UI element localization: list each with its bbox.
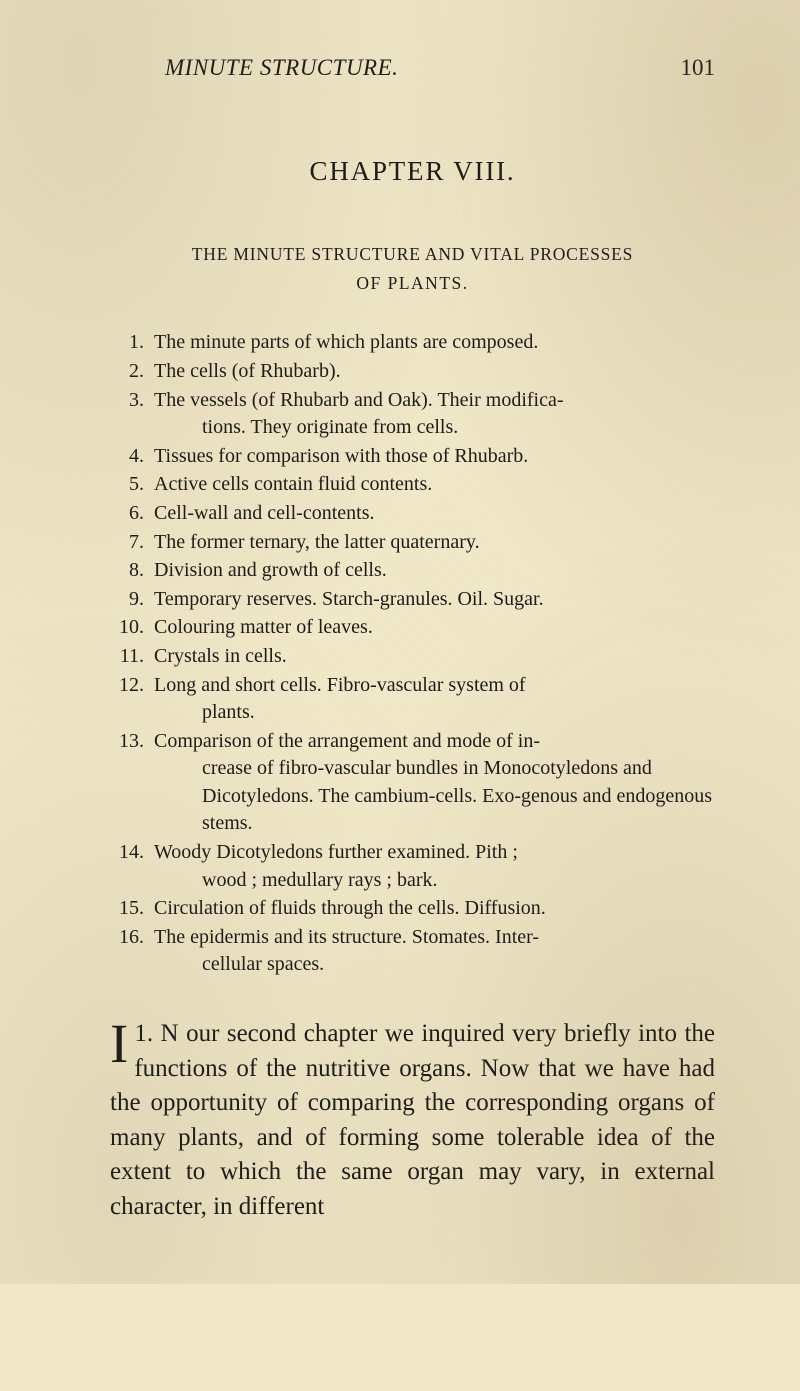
dropcap: I (110, 1021, 128, 1068)
list-item-number: 14. (110, 839, 144, 894)
list-item-text: Colouring matter of leaves. (154, 614, 715, 642)
list-item-number: 7. (110, 529, 144, 557)
list-item-text: Cell-wall and cell-contents. (154, 500, 715, 528)
list-item-number: 3. (110, 387, 144, 442)
list-item-text: The former ternary, the latter quaternar… (154, 529, 715, 557)
paragraph-number: 1. (134, 1020, 153, 1047)
body-paragraph: 1. I N our second chapter we inquired ver… (110, 1017, 715, 1224)
list-item-continuation: plants. (154, 699, 715, 727)
list-item: 13. Comparison of the arrangement and mod… (110, 728, 715, 838)
list-item: 11. Crystals in cells. (110, 643, 715, 671)
list-item: 12. Long and short cells. Fibro-vascular … (110, 672, 715, 727)
list-item-text: The cells (of Rhubarb). (154, 358, 715, 386)
list-item-text: Comparison of the arrangement and mode o… (154, 728, 715, 838)
list-item-number: 1. (110, 329, 144, 357)
list-item-text: Woody Dicotyledons further examined. Pit… (154, 839, 715, 894)
list-item-number: 13. (110, 728, 144, 838)
page-number: 101 (681, 55, 716, 81)
list-item-continuation: wood ; medullary rays ; bark. (154, 867, 715, 895)
list-item-number: 12. (110, 672, 144, 727)
list-item: 1. The minute parts of which plants are c… (110, 329, 715, 357)
page-container: MINUTE STRUCTURE. 101 CHAPTER VIII. THE … (0, 0, 800, 1284)
list-item: 3.The vessels (of Rhubarb and Oak). Thei… (110, 387, 715, 442)
list-item-number: 8. (110, 557, 144, 585)
list-item-text: Active cells contain fluid contents. (154, 471, 715, 499)
list-item: 4. Tissues for comparison with those of R… (110, 443, 715, 471)
list-item-number: 9. (110, 586, 144, 614)
list-item-number: 6. (110, 500, 144, 528)
subtitle-line-1: THE MINUTE STRUCTURE AND VITAL PROCESSES (110, 242, 715, 267)
list-item-text: The minute parts of which plants are com… (154, 329, 715, 357)
list-item-text: Temporary reserves. Starch-granules. Oil… (154, 586, 715, 614)
list-item-number: 11. (110, 643, 144, 671)
list-item: 5. Active cells contain fluid contents. (110, 471, 715, 499)
list-item: 14. Woody Dicotyledons further examined. … (110, 839, 715, 894)
list-item-number: 15. (110, 895, 144, 923)
list-item-number: 10. (110, 614, 144, 642)
list-item: 10. Colouring matter of leaves. (110, 614, 715, 642)
contents-list: 1. The minute parts of which plants are c… (110, 329, 715, 979)
list-item-text: Long and short cells. Fibro-vascular sys… (154, 672, 715, 727)
list-item-text: Tissues for comparison with those of Rhu… (154, 443, 715, 471)
list-item-text: Division and growth of cells. (154, 557, 715, 585)
list-item: 9. Temporary reserves. Starch-granules. O… (110, 586, 715, 614)
list-item: 7. The former ternary, the latter quatern… (110, 529, 715, 557)
list-item-text: Crystals in cells. (154, 643, 715, 671)
list-item-continuation: tions. They originate from cells. (154, 414, 715, 442)
list-item: 8. Division and growth of cells. (110, 557, 715, 585)
list-item-number: 4. (110, 443, 144, 471)
subtitle-line-2: OF PLANTS. (110, 273, 715, 294)
list-item-text: Circulation of fluids through the cells.… (154, 895, 715, 923)
list-item-number: 16. (110, 924, 144, 979)
list-item-text: The vessels (of Rhubarb and Oak). Their … (154, 387, 715, 442)
chapter-title: CHAPTER VIII. (110, 156, 715, 187)
list-item-continuation: cellular spaces. (154, 951, 715, 979)
body-text-content: our second chapter we inquired very brie… (110, 1020, 715, 1220)
list-item-number: 2. (110, 358, 144, 386)
list-item: 16. The epidermis and its structure. Stom… (110, 924, 715, 979)
running-header: MINUTE STRUCTURE. 101 (110, 55, 715, 81)
list-item-continuation: crease of fibro-vascular bundles in Mono… (154, 755, 715, 838)
list-item: 6. Cell-wall and cell-contents. (110, 500, 715, 528)
list-item: 15. Circulation of fluids through the cel… (110, 895, 715, 923)
list-item: 2. The cells (of Rhubarb). (110, 358, 715, 386)
first-word-rest: N (161, 1020, 179, 1047)
running-title: MINUTE STRUCTURE. (165, 55, 398, 81)
list-item-number: 5. (110, 471, 144, 499)
list-item-text: The epidermis and its structure. Stomate… (154, 924, 715, 979)
